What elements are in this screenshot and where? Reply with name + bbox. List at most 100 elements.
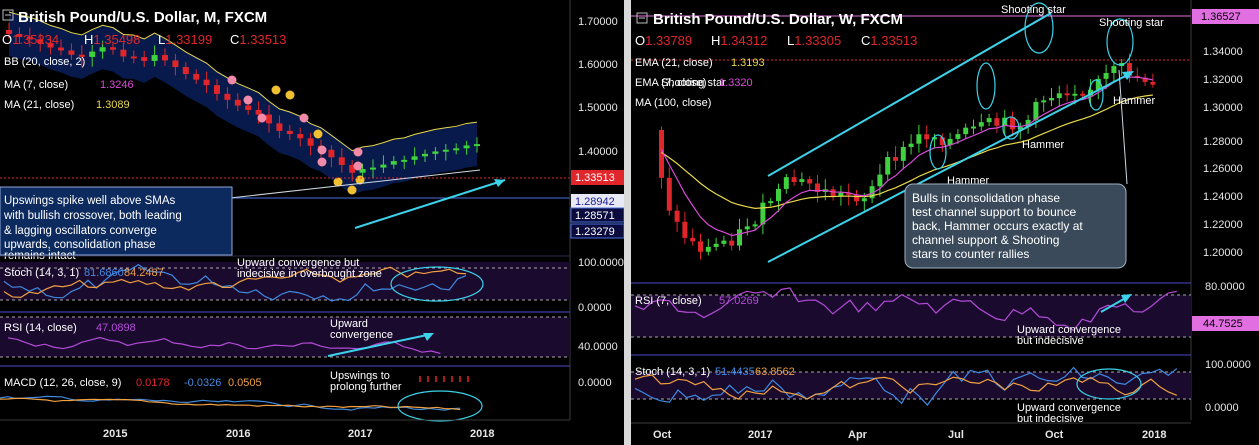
time-tick-2018: 2018 <box>470 428 494 440</box>
indicator-ma100-label: MA (100, close) <box>635 97 711 109</box>
svg-text:L1.33305: L1.33305 <box>787 33 841 48</box>
hammer-marker-2 <box>929 134 947 170</box>
swing-dot <box>317 157 327 167</box>
rsi-annotation-1: Upward convergence <box>1017 324 1121 336</box>
weekly-chart-panel[interactable]: Shooting star Shooting star Shooting sta… <box>631 0 1259 445</box>
ohlc-h-label: H <box>711 33 720 48</box>
collapse-icon[interactable] <box>2 9 14 21</box>
candle-body <box>68 50 75 55</box>
stoch-label: Stoch (14, 3, 1) <box>635 366 710 378</box>
candle-body <box>908 143 914 148</box>
price-badge-bb-lower-text: 1.23279 <box>575 226 615 238</box>
candle-body <box>307 138 314 146</box>
candle-body <box>737 229 742 246</box>
ohlc-close: 1.33513 <box>870 33 917 48</box>
stoch-tick-100: 100.0000 <box>1205 359 1251 371</box>
candle-body <box>6 30 12 34</box>
ohlc-readout: O1.33789 H1.34312 L1.33305 C1.33513 <box>635 33 917 48</box>
shooting-star-marker-2 <box>1106 18 1134 66</box>
candle-body <box>151 55 158 61</box>
stoch-annotation-1: Upward convergence <box>1017 402 1121 414</box>
rsi-annotation-1: Upward <box>330 318 368 330</box>
ohlc-o-label: O <box>635 33 645 48</box>
candle-body <box>729 240 735 246</box>
candle-body <box>1080 93 1086 96</box>
rsi-tick-40: 40.0000 <box>578 341 618 353</box>
time-tick-2016: 2016 <box>226 428 250 440</box>
stoch-k-value: 81.6860 <box>84 267 124 279</box>
chart-title: British Pound/U.S. Dollar, M, FXCM <box>18 9 267 26</box>
candle-body <box>713 243 719 247</box>
candle-body <box>955 134 961 139</box>
candle-body <box>978 122 984 127</box>
stoch-d-line <box>3 266 467 299</box>
ohlc-high: 1.35498 <box>93 32 140 47</box>
candle-body <box>791 177 797 182</box>
candle-body <box>37 39 44 43</box>
candle-body <box>422 153 428 157</box>
weekly-chart-svg[interactable]: Shooting star Shooting star Shooting sta… <box>631 0 1259 445</box>
macd-label: MACD (12, 26, close, 9) <box>4 377 121 389</box>
candle-body <box>783 177 789 189</box>
indicator-bb-label: BB (20, close, 2) <box>4 56 85 68</box>
rsi-arrow <box>327 333 433 357</box>
ema7-line <box>660 76 1154 237</box>
candle-body <box>120 49 127 57</box>
price-tick-8: 1.20000 <box>1203 247 1243 259</box>
candle-body <box>463 145 470 149</box>
ohlc-c-label: C <box>861 33 870 48</box>
candle-body <box>1088 89 1093 96</box>
price-badge-bb-upper <box>570 207 624 223</box>
time-tick-2017: 2017 <box>348 428 372 440</box>
swing-dot <box>285 90 295 100</box>
monthly-chart-svg[interactable]: Upswings spike well above SMAs with bull… <box>0 0 624 445</box>
rsi-arrowhead <box>423 333 434 341</box>
trendline-arrowhead <box>494 179 505 187</box>
hammer-marker-1 <box>1002 116 1020 140</box>
candle-body <box>58 47 64 51</box>
candle-body <box>141 57 148 61</box>
candle-body <box>453 148 460 151</box>
stoch-label: Stoch (14, 3, 1) <box>4 267 79 279</box>
candle-body <box>401 159 408 162</box>
candle-body <box>1017 126 1023 130</box>
stoch-tick-0: 0.0000 <box>578 302 612 314</box>
swing-dot <box>227 75 237 85</box>
candle-body <box>172 60 179 68</box>
swing-dot <box>333 177 343 187</box>
stoch-annotation-2: but indecisive <box>1017 413 1084 425</box>
rsi-band <box>0 317 570 357</box>
candle-body <box>99 47 106 52</box>
price-tick-6: 1.24000 <box>1203 191 1243 203</box>
candle-body <box>799 179 805 182</box>
time-tick-oct: Oct <box>653 429 672 441</box>
candle-body <box>1056 93 1062 99</box>
candle-body <box>846 192 852 195</box>
rsi-band <box>631 295 1191 337</box>
candle-body <box>690 237 696 242</box>
weekly-candles[interactable] <box>659 53 1156 260</box>
ohlc-h-label: H <box>84 32 93 47</box>
callout-pointer <box>1118 69 1128 185</box>
collapse-icon[interactable] <box>636 12 648 24</box>
candle-body <box>659 130 664 178</box>
shooting-star-marker-3 <box>976 62 996 110</box>
candle-body <box>1072 93 1078 96</box>
monthly-chart-panel[interactable]: Upswings spike well above SMAs with bull… <box>0 0 624 445</box>
annotation-shooting-star-1: Shooting star <box>1001 4 1066 16</box>
rsi-tick-80: 80.0000 <box>1205 281 1245 293</box>
candle-body <box>885 157 891 175</box>
candle-body <box>939 137 945 146</box>
candle-body <box>986 118 992 123</box>
annotation-shooting-star-3: Shooting star <box>661 77 726 89</box>
annotation-hammer-2: Hammer <box>1022 139 1065 151</box>
rsi-badge <box>1192 316 1259 331</box>
candle-body <box>390 161 397 165</box>
stoch-highlight <box>390 266 484 302</box>
ohlc-low: 1.33199 <box>165 32 212 47</box>
macd-line <box>0 395 461 411</box>
time-tick-2018: 2018 <box>1142 429 1166 441</box>
commentary-line-2: with bullish crossover, both leading <box>3 210 182 222</box>
channel-resistance <box>767 12 1052 177</box>
ma21-line <box>8 11 478 152</box>
